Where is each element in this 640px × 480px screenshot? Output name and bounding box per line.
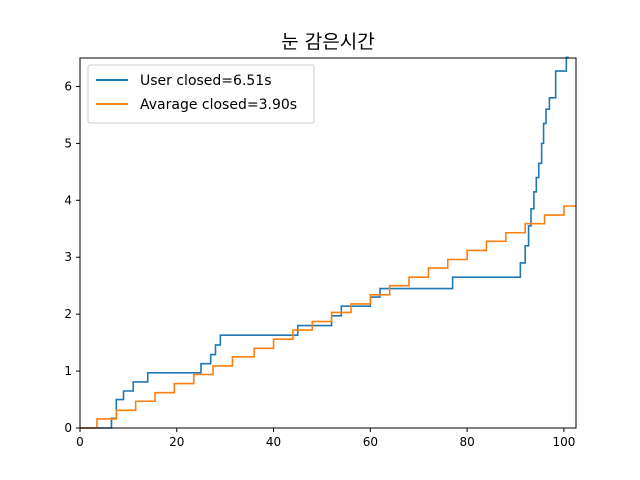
y-tick-label-4: 4 bbox=[64, 193, 72, 207]
y-tick-label-2: 2 bbox=[64, 307, 72, 321]
y-tick-label-3: 3 bbox=[64, 250, 72, 264]
axis-layer: 0 20 40 60 80 100 0 1 2 3 4 5 6 bbox=[64, 79, 575, 449]
chart-title: 눈 감은시간 bbox=[281, 31, 374, 53]
series-layer bbox=[80, 56, 576, 429]
series-line-1 bbox=[80, 205, 576, 429]
y-tick-label-6: 6 bbox=[64, 79, 72, 93]
x-tick-label-1: 20 bbox=[169, 435, 184, 449]
x-tick-label-2: 40 bbox=[266, 435, 281, 449]
legend: User closed=6.51s Avarage closed=3.90s bbox=[87, 64, 315, 124]
y-tick-label-0: 0 bbox=[64, 421, 72, 435]
legend-label-average: Avarage closed=3.90s bbox=[140, 97, 297, 113]
x-tick-label-3: 60 bbox=[363, 435, 378, 449]
x-tick-label-4: 80 bbox=[459, 435, 474, 449]
plot-frame bbox=[79, 57, 577, 429]
legend-label-user: User closed=6.51s bbox=[140, 73, 272, 89]
x-tick-label-0: 0 bbox=[76, 435, 84, 449]
y-tick-label-1: 1 bbox=[64, 364, 72, 378]
legend-box bbox=[87, 64, 315, 124]
x-tick-label-5: 100 bbox=[552, 435, 575, 449]
y-tick-label-5: 5 bbox=[64, 136, 72, 150]
series-line-0 bbox=[80, 56, 569, 429]
